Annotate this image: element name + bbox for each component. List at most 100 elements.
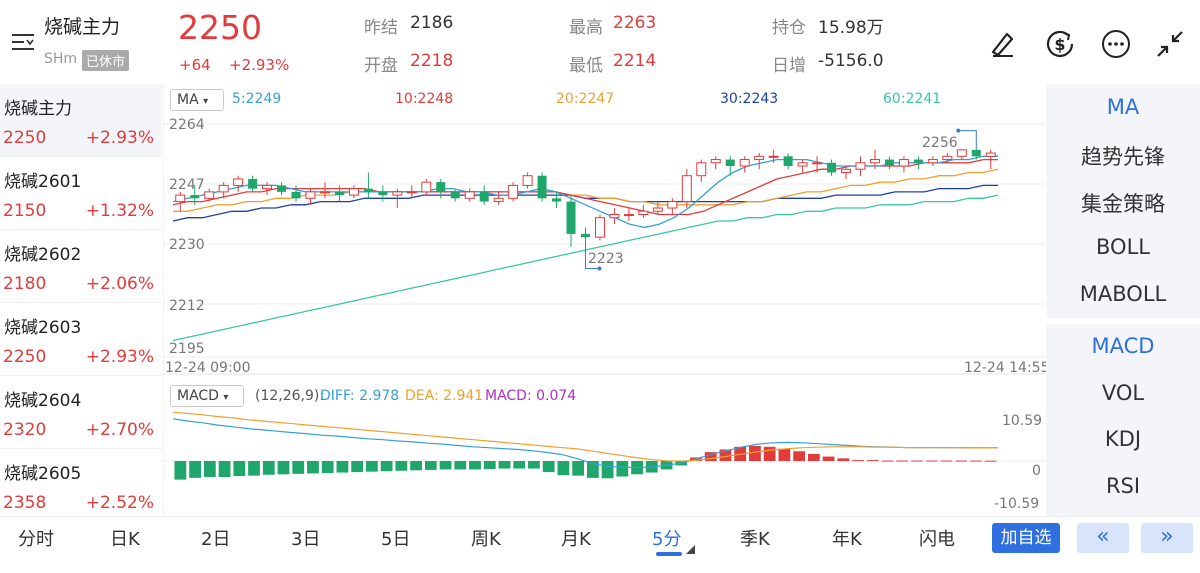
candle-body — [985, 152, 996, 157]
trade-currency-icon[interactable]: $ — [1042, 26, 1078, 62]
add-watchlist-button[interactable]: 加自选 — [992, 523, 1060, 553]
contract-item[interactable]: 烧碱2602 2180 +2.06% — [0, 230, 162, 303]
candle-body — [638, 210, 649, 215]
candle-body — [681, 175, 692, 203]
indicator-vol[interactable]: VOL — [1101, 381, 1145, 405]
last-price: 2250 — [178, 8, 262, 47]
contract-name: 烧碱2604 — [4, 391, 82, 411]
dea-line — [172, 411, 998, 462]
macd-bar — [572, 461, 585, 476]
candle-body — [175, 194, 186, 203]
candle-body — [248, 178, 258, 189]
tab-monthly[interactable]: 月K — [561, 529, 591, 550]
svg-text:$: $ — [1054, 35, 1065, 54]
tab-timeshare[interactable]: 分时 — [18, 529, 54, 550]
tab-3day[interactable]: 3日 — [291, 529, 321, 550]
price-change-pct: +2.93% — [229, 56, 290, 74]
indicator-trend-pioneer[interactable]: 趋势先锋 — [1081, 145, 1165, 169]
macd-bar — [395, 461, 408, 471]
contract-item[interactable]: 烧碱2601 2150 +1.32% — [0, 157, 162, 230]
ma10-legend: 10:2248 — [395, 91, 454, 107]
indicator-fund-strategy[interactable]: 集金策略 — [1081, 192, 1165, 216]
contract-item[interactable]: 烧碱主力 2250 +2.93% — [0, 84, 162, 157]
contract-price: 2150 — [3, 201, 47, 221]
tab-5day[interactable]: 5日 — [381, 529, 411, 550]
candle-body — [406, 191, 417, 194]
macd-selector[interactable]: MACD ▾ — [170, 385, 244, 407]
indicator-ma[interactable]: MA — [1106, 95, 1140, 119]
tab-dropdown-icon — [686, 545, 695, 554]
ma-selector[interactable]: MA ▾ — [170, 89, 224, 111]
candle-body — [884, 159, 894, 167]
contract-list: 烧碱主力 2250 +2.93% 烧碱2601 2150 +1.32% 烧碱26… — [0, 84, 162, 516]
next-contract-button[interactable]: » — [1141, 523, 1193, 553]
macd-tick: 10.59 — [1002, 413, 1043, 429]
kline-chart[interactable] — [163, 84, 1045, 516]
tab-flash[interactable]: 闪电 — [919, 529, 955, 550]
candle-body — [768, 155, 779, 158]
candle-body — [739, 159, 750, 167]
macd-bar — [336, 461, 349, 473]
indicator-macd[interactable]: MACD — [1091, 334, 1155, 358]
macd-bar — [380, 461, 393, 472]
contract-price: 2320 — [3, 420, 47, 440]
macd-bar — [704, 452, 717, 461]
price-tick: 2264 — [169, 117, 205, 133]
macd-bar — [925, 460, 938, 462]
indicator-kdj[interactable]: KDJ — [1104, 427, 1142, 451]
candle-body — [233, 178, 244, 186]
price-tick: 2212 — [169, 298, 205, 314]
tab-weekly[interactable]: 周K — [471, 529, 501, 550]
tab-yearly[interactable]: 年K — [832, 529, 862, 550]
candle-body — [609, 213, 620, 219]
candle-body — [869, 159, 880, 164]
prev-settle-label: 昨结 — [364, 18, 398, 38]
collapse-icon[interactable] — [1152, 26, 1188, 62]
tab-quarterly[interactable]: 季K — [740, 529, 770, 550]
high-label: 最高 — [569, 18, 603, 38]
contract-change-pct: +2.06% — [85, 274, 154, 294]
candle-body — [262, 184, 273, 190]
contract-change-pct: +2.93% — [85, 128, 154, 148]
contract-name: 烧碱2603 — [4, 318, 82, 338]
dea-legend: DEA: 2.941 — [405, 388, 484, 404]
tab-daily[interactable]: 日K — [110, 529, 140, 550]
candle-body — [841, 168, 852, 173]
macd-bar — [424, 461, 437, 470]
macd-bar — [837, 458, 850, 461]
macd-bar — [719, 449, 732, 461]
contract-item[interactable]: 烧碱2603 2250 +2.93% — [0, 303, 162, 376]
draw-pen-icon[interactable] — [985, 26, 1021, 62]
prev-settle-value: 2186 — [410, 13, 454, 33]
contract-name: 烧碱2601 — [4, 172, 82, 192]
prev-contract-button[interactable]: « — [1077, 523, 1129, 553]
tab-2day[interactable]: 2日 — [201, 529, 231, 550]
indicator-maboll[interactable]: MABOLL — [1079, 282, 1167, 306]
contract-item[interactable]: 烧碱2605 2358 +2.52% — [0, 449, 162, 516]
low-marker-dot — [597, 266, 602, 271]
candle-body — [464, 191, 475, 199]
macd-bar — [365, 461, 378, 472]
indicator-rsi[interactable]: RSI — [1105, 474, 1141, 498]
candle-body — [204, 191, 215, 199]
indicator-boll[interactable]: BOLL — [1096, 235, 1150, 259]
macd-bar — [557, 461, 570, 476]
contract-name: 烧碱2605 — [4, 464, 82, 484]
candle-body — [696, 162, 707, 177]
tab-5min[interactable]: 5分 — [652, 529, 682, 550]
contract-title[interactable]: 烧碱主力 — [44, 16, 121, 38]
candle-body — [812, 162, 823, 165]
candle-body — [956, 149, 967, 157]
contract-name: 烧碱主力 — [4, 99, 72, 119]
more-options-icon[interactable] — [1098, 26, 1134, 62]
low-marker-line — [585, 256, 600, 270]
macd-bar — [749, 445, 761, 461]
menu-icon[interactable] — [10, 30, 36, 54]
candle-body — [725, 159, 735, 167]
candle-body — [566, 201, 576, 234]
candle-body — [421, 181, 432, 193]
macd-bar — [203, 461, 216, 477]
contract-item[interactable]: 烧碱2604 2320 +2.70% — [0, 376, 162, 449]
macd-bar — [292, 461, 305, 474]
contract-change-pct: +2.70% — [85, 420, 154, 440]
